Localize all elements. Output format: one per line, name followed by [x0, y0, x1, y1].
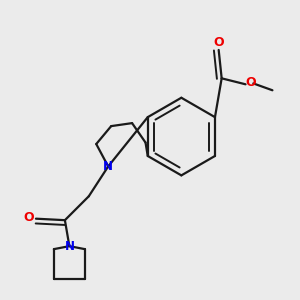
Text: N: N: [64, 240, 74, 253]
Text: O: O: [23, 211, 34, 224]
Text: N: N: [103, 160, 113, 173]
Text: O: O: [213, 36, 224, 49]
Text: O: O: [246, 76, 256, 89]
